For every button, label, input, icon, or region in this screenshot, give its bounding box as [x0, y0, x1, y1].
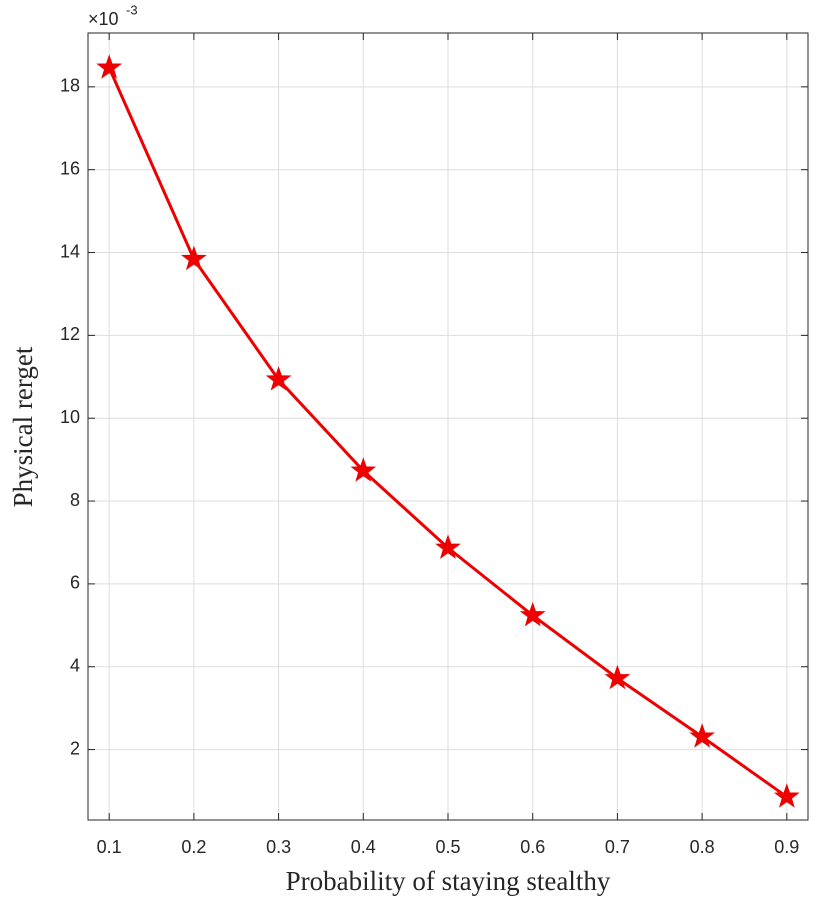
x-tick-label: 0.5 [435, 837, 460, 857]
data-point [604, 664, 631, 690]
y-tick-label: 10 [60, 407, 80, 427]
data-point [181, 245, 207, 271]
x-tick-label: 0.2 [181, 837, 206, 857]
x-tick-label: 0.4 [351, 837, 376, 857]
y-multiplier-exponent: -3 [126, 2, 138, 17]
y-tick-label: 16 [60, 158, 80, 178]
y-tick-label: 14 [60, 241, 80, 261]
x-tick-label: 0.1 [97, 837, 122, 857]
y-axis-label: Physical rerget [8, 346, 38, 507]
x-tick-label: 0.9 [774, 837, 799, 857]
data-point [350, 457, 377, 482]
y-tick-label: 4 [70, 655, 80, 675]
y-tick-label: 12 [60, 324, 80, 344]
x-tick-label: 0.8 [690, 837, 715, 857]
data-point [773, 783, 800, 808]
x-tick-label: 0.3 [266, 837, 291, 857]
data-point [519, 601, 546, 627]
y-tick-label: 18 [60, 76, 80, 96]
data-point [435, 534, 461, 559]
data-point [265, 366, 292, 391]
data-point [96, 54, 123, 79]
x-tick-label: 0.7 [605, 837, 630, 857]
data-point [689, 723, 715, 748]
y-tick-label: 8 [70, 490, 80, 510]
y-tick-label: 6 [70, 573, 80, 593]
plot-frame [87, 32, 809, 821]
x-axis-label: Probability of staying stealthy [286, 866, 611, 896]
x-tick-label: 0.6 [520, 837, 545, 857]
y-multiplier: ×10 [88, 9, 119, 29]
y-tick-label: 2 [70, 738, 80, 758]
